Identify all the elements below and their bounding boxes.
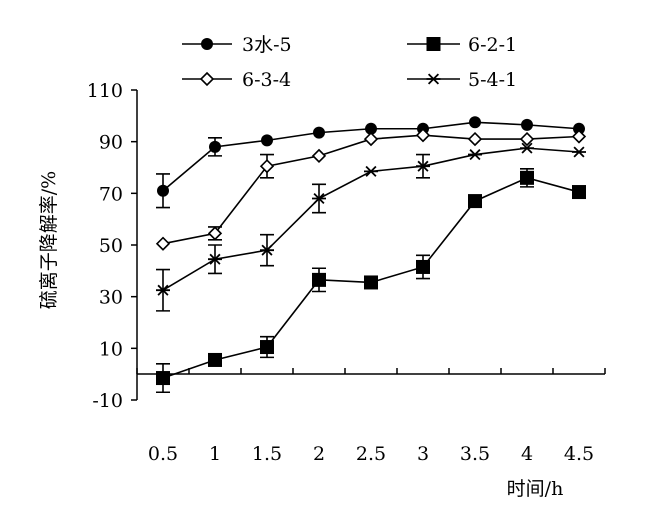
legend-marker	[199, 71, 215, 87]
data-point	[416, 259, 430, 274]
data-point	[156, 371, 170, 386]
data-point	[416, 160, 430, 172]
legend-marker	[201, 38, 213, 50]
legend: 3水-5 6-2-1 6-3-4 5-4-1	[182, 34, 517, 91]
series-2	[156, 167, 586, 394]
y-tick-label: 110	[87, 80, 123, 102]
data-point	[364, 165, 378, 177]
data-point	[259, 159, 275, 174]
data-point	[415, 128, 431, 143]
y-tick-label: 10	[99, 338, 123, 360]
data-point	[519, 131, 535, 147]
data-point	[363, 131, 379, 147]
data-point	[207, 226, 223, 241]
data-point	[311, 148, 327, 164]
data-point	[312, 272, 326, 287]
legend-item: 5-4-1	[407, 69, 517, 91]
x-tick-label: 3.5	[460, 443, 490, 465]
x-tick-label: 4	[521, 443, 533, 465]
data-point	[467, 131, 483, 147]
legend-marker	[426, 73, 441, 85]
y-tick-label: 30	[99, 287, 123, 309]
data-point	[312, 192, 326, 205]
data-point	[573, 122, 585, 135]
data-point	[468, 149, 482, 161]
x-tick-label: 4.5	[564, 443, 594, 465]
data-point	[520, 170, 534, 185]
series-3	[155, 128, 587, 251]
data-point	[208, 253, 222, 265]
series-line	[162, 134, 580, 245]
x-tick-label: 1.5	[252, 443, 282, 465]
series-layer	[155, 116, 587, 394]
legend-item: 3水-5	[182, 34, 292, 56]
series-4	[156, 142, 586, 312]
data-point	[313, 126, 325, 139]
legend-marker	[426, 37, 441, 51]
y-tick-label: 50	[99, 235, 123, 257]
y-tick-label: -10	[92, 390, 123, 412]
x-axis-title: 时间/h	[507, 478, 564, 500]
x-tick-label: 3	[417, 443, 429, 465]
legend-item: 6-3-4	[182, 69, 291, 91]
data-point	[157, 184, 169, 197]
data-point	[155, 236, 171, 251]
data-point	[364, 275, 378, 290]
data-point	[572, 146, 586, 158]
legend-label: 3水-5	[242, 34, 292, 56]
data-point	[469, 116, 481, 129]
data-point	[365, 122, 377, 135]
data-point	[468, 194, 482, 209]
y-tick-label: 90	[99, 132, 123, 154]
data-point	[209, 140, 221, 153]
data-point	[572, 185, 586, 200]
data-point	[520, 142, 534, 154]
data-point	[571, 129, 587, 144]
data-point	[156, 284, 170, 296]
data-point	[521, 118, 533, 131]
y-tick-label: 70	[99, 183, 123, 205]
data-point	[208, 352, 222, 367]
legend-label: 6-2-1	[468, 34, 517, 56]
x-tick-label: 1	[209, 443, 221, 465]
x-tick-label: 2.5	[356, 443, 386, 465]
data-point	[260, 340, 274, 355]
legend-item: 6-2-1	[407, 34, 517, 56]
series-1	[156, 116, 585, 209]
data-point	[261, 134, 273, 147]
ticks: -10 10 30 50 70 90 110 0.5 1 1.5 2 2.5 3 3.5 4 4.5	[87, 80, 606, 465]
x-tick-label: 0.5	[148, 443, 178, 465]
y-axis-title: 硫离子降解率/%	[38, 171, 60, 309]
legend-label: 5-4-1	[468, 69, 517, 91]
legend-label: 6-3-4	[242, 69, 291, 91]
x-tick-label: 2	[313, 443, 325, 465]
data-point	[260, 244, 274, 256]
